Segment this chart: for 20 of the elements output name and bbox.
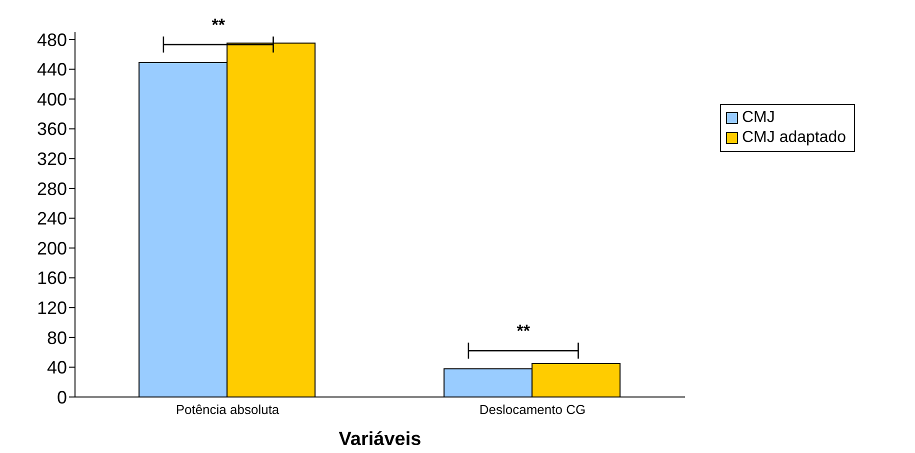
y-tick-label: 440 xyxy=(36,60,67,80)
y-tick-label: 120 xyxy=(36,298,67,318)
y-tick-label: 80 xyxy=(46,328,67,348)
y-tick-label: 320 xyxy=(36,149,67,170)
y-tick-label: 40 xyxy=(46,358,67,378)
annotation: ** xyxy=(516,322,530,341)
y-tick-label: 400 xyxy=(36,89,67,110)
y-tick-label: 280 xyxy=(36,178,67,199)
x-tick-label: Potência absoluta xyxy=(176,402,280,418)
x-axis-title: Variáveis xyxy=(338,429,422,450)
y-tick-label: 480 xyxy=(36,30,67,50)
y-tick-label: 0 xyxy=(56,387,67,408)
legend-label: CMJ xyxy=(742,108,775,128)
annotation: ** xyxy=(212,16,226,35)
x-tick-label: Deslocamento CG xyxy=(479,402,586,418)
y-tick-label: 240 xyxy=(36,208,67,229)
legend-label: CMJ adaptado xyxy=(742,128,846,148)
y-tick-label: 200 xyxy=(36,238,67,258)
y-tick-label: 160 xyxy=(36,268,67,288)
y-tick-label: 360 xyxy=(36,119,67,140)
